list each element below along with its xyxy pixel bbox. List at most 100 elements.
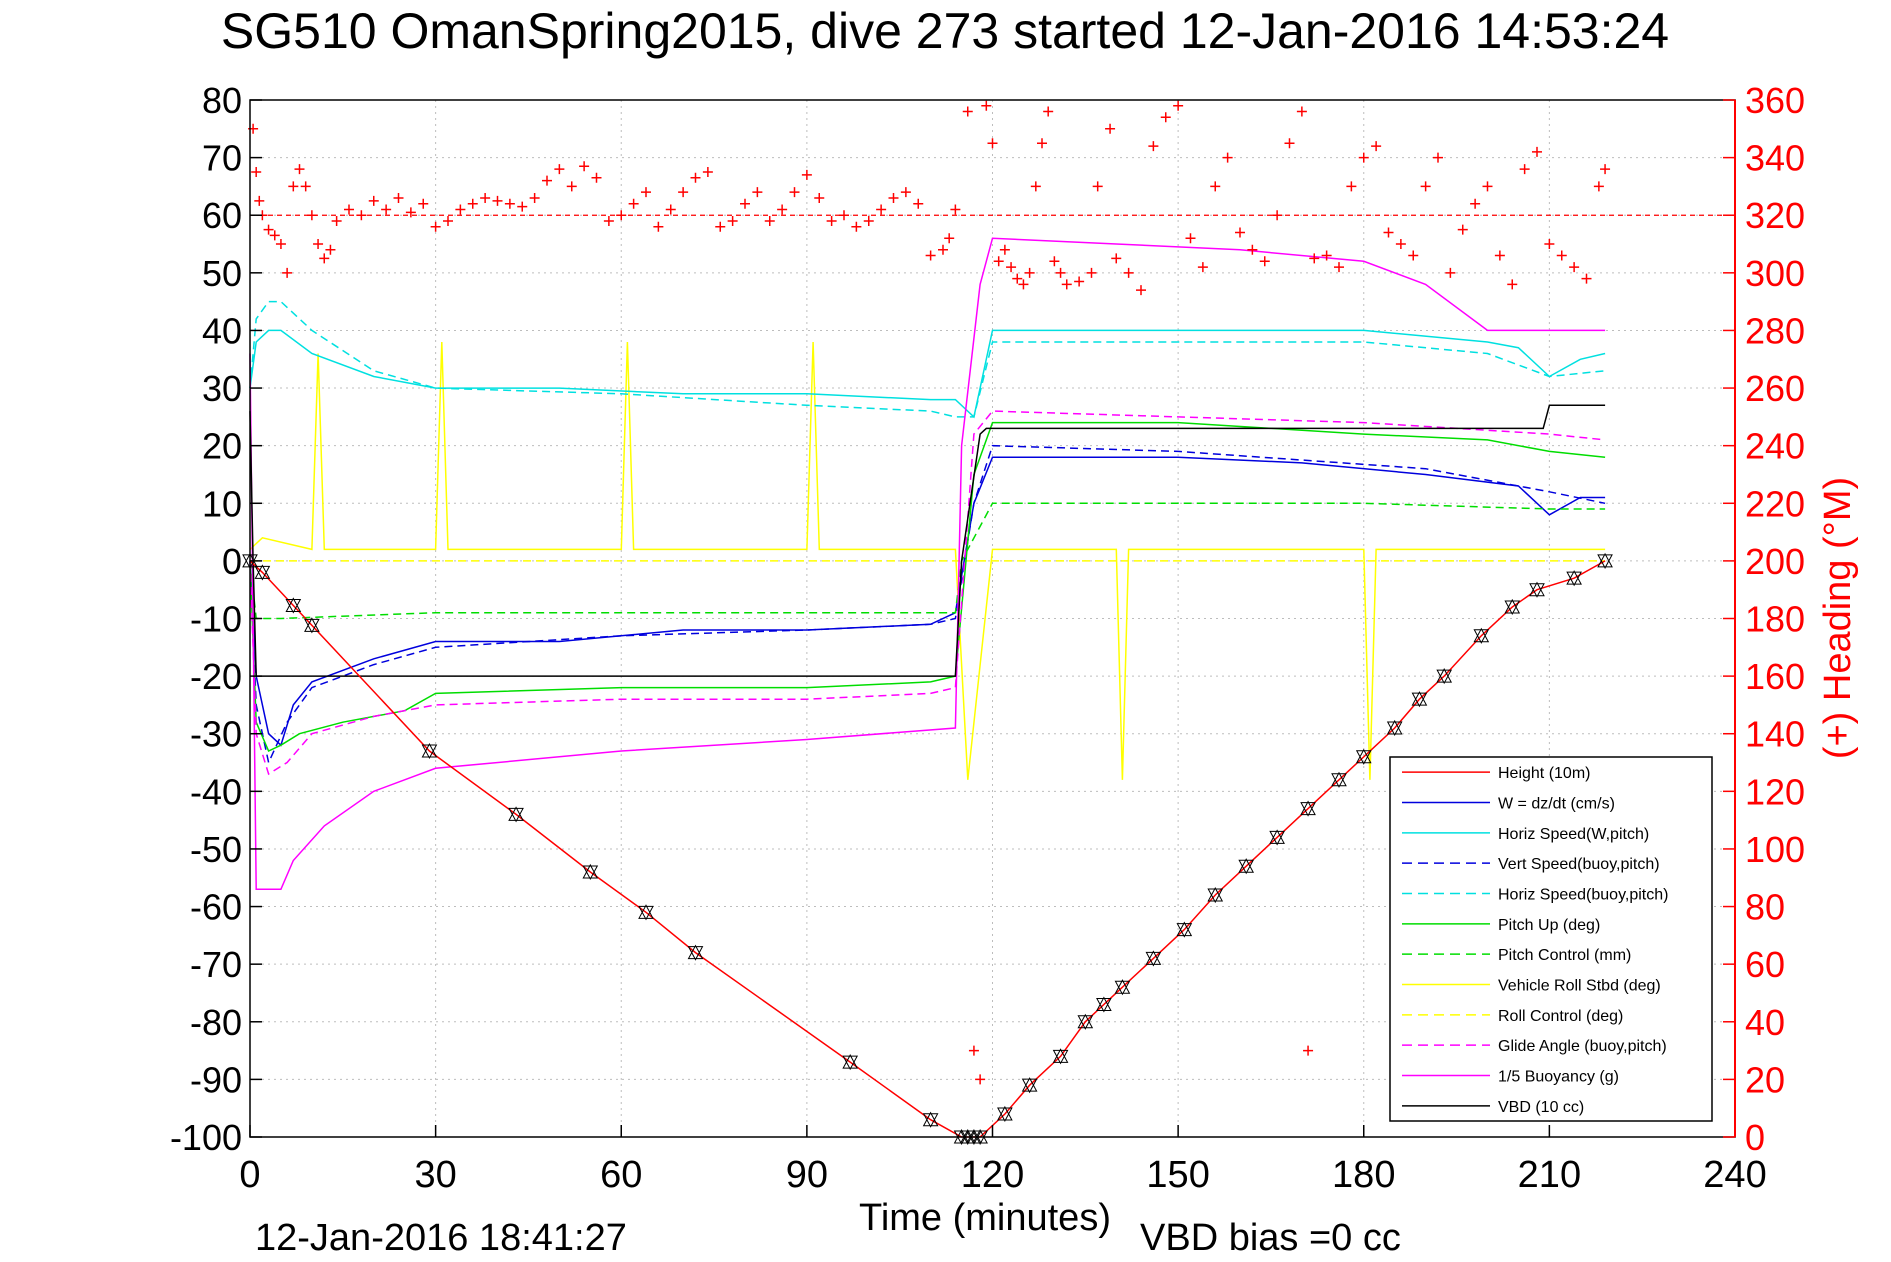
heading-point bbox=[306, 210, 317, 221]
height-marker bbox=[1114, 979, 1131, 996]
heading-point bbox=[443, 215, 453, 226]
y2-tick-label: 260 bbox=[1745, 368, 1805, 409]
heading-point bbox=[752, 187, 763, 198]
heading-point bbox=[325, 244, 336, 255]
height-marker bbox=[508, 806, 524, 823]
heading-point bbox=[1272, 210, 1283, 221]
heading-point bbox=[777, 204, 788, 215]
heading-point bbox=[641, 187, 651, 198]
heading-point bbox=[1086, 267, 1097, 278]
height-marker bbox=[1597, 552, 1613, 569]
y2-tick-label: 20 bbox=[1745, 1059, 1785, 1100]
series-line bbox=[249, 341, 1606, 780]
heading-point bbox=[344, 204, 354, 215]
heading-point bbox=[1383, 227, 1394, 238]
heading-point bbox=[418, 198, 429, 209]
y-tick-label: 30 bbox=[202, 368, 242, 409]
heading-point bbox=[1296, 106, 1307, 117]
x-axis: 0 30 60 90 120 150 180 210 240 bbox=[239, 1125, 1767, 1196]
heading-point bbox=[1445, 267, 1456, 278]
x-tick-label: 90 bbox=[786, 1154, 828, 1196]
height-marker bbox=[1529, 581, 1545, 598]
heading-point bbox=[1012, 273, 1023, 284]
heading-point bbox=[665, 204, 676, 215]
heading-point bbox=[1334, 262, 1344, 273]
x-tick-label: 180 bbox=[1332, 1154, 1395, 1196]
heading-point bbox=[1092, 181, 1103, 192]
x-tick-label: 150 bbox=[1146, 1154, 1209, 1196]
heading-point bbox=[1024, 267, 1035, 278]
y2-tick-label: 160 bbox=[1745, 656, 1805, 697]
heading-point bbox=[1519, 164, 1530, 175]
y2-tick-label: 320 bbox=[1745, 195, 1805, 236]
y-tick-label: -100 bbox=[170, 1117, 242, 1158]
heading-point bbox=[950, 204, 961, 215]
heading-point bbox=[826, 215, 837, 226]
x-tick-label: 210 bbox=[1518, 1154, 1581, 1196]
heading-point bbox=[1197, 262, 1208, 273]
heading-point bbox=[603, 215, 614, 226]
heading-point bbox=[1309, 253, 1320, 264]
legend-entry: W = dz/dt (cm/s) bbox=[1498, 796, 1615, 813]
heading-point bbox=[789, 187, 800, 198]
heading-point bbox=[876, 204, 887, 215]
x-axis-label: Time (minutes) bbox=[859, 1197, 1111, 1239]
heading-point bbox=[981, 100, 992, 111]
height-marker bbox=[1300, 800, 1316, 817]
height-marker bbox=[922, 1111, 939, 1128]
heading-point bbox=[254, 195, 265, 206]
height-marker bbox=[1566, 570, 1582, 587]
heading-point bbox=[1037, 138, 1047, 149]
heading-point bbox=[288, 181, 299, 192]
height-marker bbox=[285, 597, 302, 614]
heading-point bbox=[1371, 141, 1382, 152]
y-tick-label: 0 bbox=[222, 541, 242, 582]
y-tick-label: -30 bbox=[190, 714, 242, 755]
heading-point bbox=[962, 106, 973, 117]
heading-point bbox=[1284, 138, 1295, 149]
heading-point bbox=[517, 201, 528, 212]
heading-point bbox=[566, 181, 577, 192]
height-marker bbox=[842, 1054, 859, 1071]
y2-tick-label: 60 bbox=[1745, 944, 1785, 985]
heading-point bbox=[944, 233, 955, 244]
height-marker bbox=[1411, 691, 1428, 708]
heading-point bbox=[300, 181, 311, 192]
heading-point bbox=[653, 221, 664, 232]
y2-tick-label: 280 bbox=[1745, 310, 1805, 351]
series-line bbox=[249, 410, 1606, 776]
legend-entry: 1/5 Buoyancy (g) bbox=[1498, 1069, 1619, 1086]
heading-point bbox=[1049, 256, 1060, 267]
heading-point bbox=[275, 239, 286, 250]
heading-point bbox=[690, 172, 701, 183]
legend-entry: VBD (10 cc) bbox=[1498, 1099, 1584, 1116]
heading-point bbox=[504, 198, 515, 209]
height-marker bbox=[304, 617, 320, 634]
heading-point bbox=[331, 215, 342, 226]
y-tick-label: 20 bbox=[202, 426, 242, 467]
y-tick-label: 60 bbox=[202, 195, 242, 236]
legend: Height (10m) W = dz/dt (cm/s) Horiz Speed(… bbox=[1389, 756, 1713, 1122]
height-marker bbox=[1052, 1048, 1069, 1065]
heading-point bbox=[1055, 267, 1066, 278]
y2-tick-label: 140 bbox=[1745, 714, 1805, 755]
heading-point bbox=[727, 215, 738, 226]
heading-point bbox=[1185, 233, 1196, 244]
heading-point bbox=[1482, 181, 1493, 192]
heading-point bbox=[480, 192, 491, 203]
heading-point bbox=[1408, 250, 1419, 261]
heading-point bbox=[1061, 279, 1072, 290]
heading-point bbox=[591, 172, 602, 183]
heading-point bbox=[1173, 100, 1184, 111]
heading-point bbox=[1259, 256, 1270, 267]
heading-point bbox=[1018, 279, 1029, 290]
heading-point bbox=[263, 224, 274, 235]
heading-point bbox=[1494, 250, 1505, 261]
heading-point bbox=[542, 175, 552, 186]
height-marker bbox=[1238, 858, 1255, 875]
series-line bbox=[249, 560, 1606, 1138]
height-marker bbox=[1504, 598, 1521, 616]
heading-point bbox=[913, 198, 924, 209]
heading-point bbox=[715, 221, 726, 232]
